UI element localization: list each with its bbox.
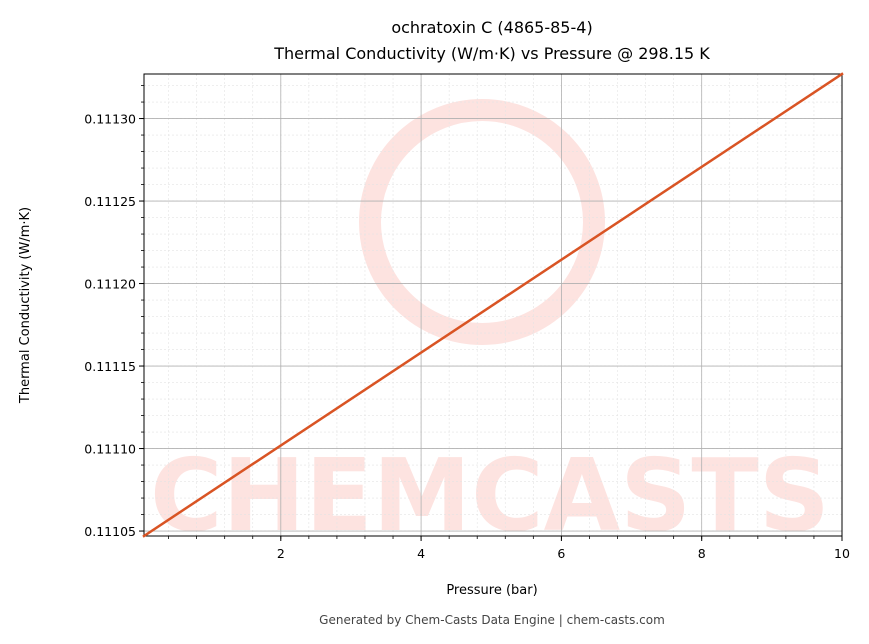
- y-tick-label: 0.11130: [84, 112, 136, 127]
- y-tick-label: 0.11125: [84, 194, 136, 209]
- footer-credit: Generated by Chem-Casts Data Engine | ch…: [319, 613, 665, 627]
- x-tick-label: 2: [277, 546, 285, 561]
- x-tick-label: 10: [834, 546, 850, 561]
- plot-frame: [143, 73, 843, 537]
- watermark-logo: [359, 99, 605, 345]
- series-layer: [142, 72, 844, 538]
- y-tick-label: 0.11120: [84, 277, 136, 292]
- y-tick-label: 0.11105: [84, 524, 136, 539]
- major-grid: [144, 74, 843, 536]
- y-axis: 0.11105 0.11110 0.11115 0.11120 0.11125 0.111…: [84, 85, 144, 539]
- y-tick-label: 0.11110: [84, 442, 136, 457]
- y-tick-label: 0.11115: [84, 359, 136, 374]
- x-axis: 2 4 6 8 10: [168, 536, 850, 561]
- x-tick-label: 6: [557, 546, 565, 561]
- x-tick-label: 4: [417, 546, 425, 561]
- x-axis-label: Pressure (bar): [446, 583, 537, 598]
- x-tick-label: 8: [698, 546, 706, 561]
- series-line: [142, 72, 844, 538]
- chart-title: ochratoxin C (4865-85-4): [391, 18, 592, 37]
- chart-subtitle: Thermal Conductivity (W/m·K) vs Pressure…: [273, 44, 710, 63]
- watermark: CHEMCASTS: [150, 99, 830, 554]
- y-axis-label: Thermal Conductivity (W/m·K): [18, 207, 33, 404]
